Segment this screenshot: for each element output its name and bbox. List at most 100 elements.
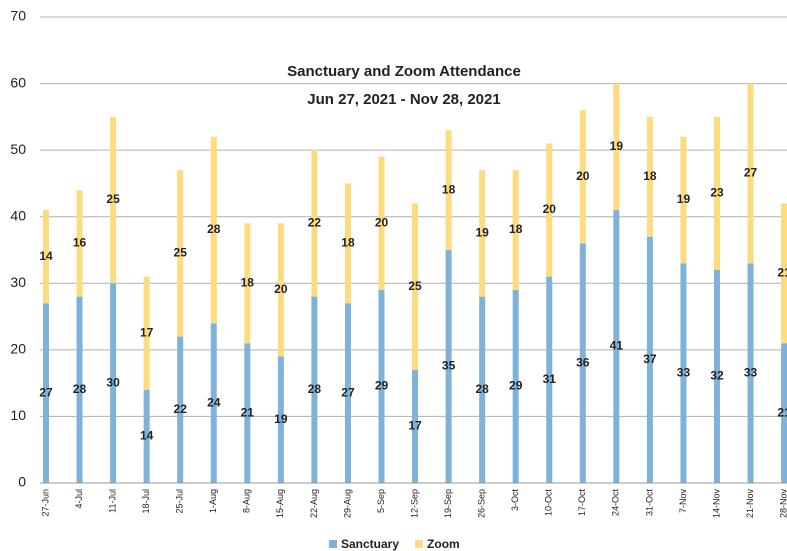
data-label: 27 [341,385,355,399]
chart-subtitle: Jun 27, 2021 - Nov 28, 2021 [307,91,500,108]
data-label: 18 [442,182,456,196]
x-tick-label: 31-Oct [644,489,654,517]
bar-segment [412,369,419,483]
bar-segment [579,243,586,483]
data-label: 33 [677,365,691,379]
x-tick-label: 17-Oct [577,489,587,517]
bar-segment [445,130,452,250]
data-label: 21 [777,265,787,279]
data-label: 20 [375,216,389,230]
x-tick-label: 1-Aug [208,489,218,513]
bar-segment [210,323,217,483]
data-label: 28 [73,382,87,396]
data-label: 14 [140,429,154,443]
x-tick-label: 29-Aug [342,489,352,518]
x-tick-label: 18-Jul [141,489,151,514]
bar-segment [378,156,385,290]
x-tick-label: 19-Sep [443,489,453,518]
x-tick-label: 12-Sep [409,489,419,518]
bar-segment [311,296,318,483]
data-label: 21 [777,405,787,419]
bar-segment [210,136,217,324]
bar-segment [445,250,452,483]
legend-label: Sanctuary [341,537,399,551]
legend-swatch [415,540,424,548]
bar-segment [714,116,720,270]
data-label: 24 [207,395,221,409]
data-label: 20 [543,202,557,216]
data-label: 27 [39,385,53,399]
x-tick-label: 4-Jul [74,489,84,509]
bar-segment [579,110,586,244]
bar-segment [512,289,519,483]
data-label: 31 [543,372,557,386]
bar-segment [110,283,117,483]
data-label: 16 [73,236,87,250]
data-label: 35 [442,359,456,373]
y-tick-label: 0 [18,474,26,490]
x-tick-label: 10-Oct [544,489,554,517]
bar-segment [747,83,754,264]
data-label: 27 [744,166,758,180]
data-label: 21 [241,405,255,419]
x-tick-label: 14-Nov [711,489,721,519]
data-label: 37 [643,352,657,366]
data-label: 22 [308,216,322,230]
bar-segment [177,170,184,337]
x-tick-label: 28-Nov [778,489,787,519]
data-label: 29 [509,379,523,393]
bar-segment [781,343,787,483]
x-tick-label: 22-Aug [309,489,319,518]
x-tick-label: 7-Nov [678,489,688,514]
bar-segment [76,296,83,483]
y-tick-label: 40 [10,207,26,223]
bar-segment [781,203,787,344]
data-label: 25 [174,246,188,260]
bar-segment [479,296,486,483]
bar-segment [177,336,184,483]
bar-segment [110,116,117,284]
x-tick-label: 11-Jul [107,489,117,513]
data-label: 41 [610,339,624,353]
y-tick-label: 50 [10,141,26,157]
bar-segment [143,389,150,483]
bar-segment [344,303,351,483]
data-label: 20 [274,282,288,296]
bar-segment [244,223,251,344]
data-label: 18 [341,236,355,250]
chart-title: Sanctuary and Zoom Attendance [287,63,521,80]
bar-segment [43,210,49,304]
data-label: 22 [174,402,188,416]
bar-segment [680,263,687,483]
bar-segment [680,136,687,264]
x-tick-label: 25-Jul [175,489,185,514]
data-label: 18 [643,169,657,183]
y-tick-label: 10 [10,407,26,423]
bar-segment [277,356,284,483]
bar-segment [714,269,720,483]
x-tick-label: 3-Oct [510,489,520,512]
plot: 0 10 20 30 40 50 60 70 27-Jun 4-Jul 11-Jul 18-Jul 25… [10,8,787,518]
bar-segment [43,303,49,483]
y-tick-label: 60 [10,74,26,90]
data-label: 17 [140,325,154,339]
bar-segment [613,83,620,211]
data-label: 23 [710,186,724,200]
bar-segment [412,203,419,370]
data-label: 19 [475,226,489,240]
bar-segment [546,143,553,277]
x-tick-label: 15-Aug [275,489,285,518]
bar-segment [378,289,385,483]
x-tick-label: 27-Jun [40,489,50,517]
bar-segment [479,170,486,297]
data-label: 14 [39,249,53,263]
data-label: 36 [576,355,590,369]
data-label: 28 [207,222,221,236]
bar-segment [646,236,653,483]
data-label: 29 [375,379,389,393]
data-label: 28 [475,382,489,396]
labels: 27 14 28 16 30 25 14 17 22 25 24 28 21 18 19 20 28 22 27 18… [39,139,787,551]
x-tick-label: 8-Aug [242,489,252,513]
data-label: 17 [408,419,422,433]
bar-segment [512,170,519,290]
